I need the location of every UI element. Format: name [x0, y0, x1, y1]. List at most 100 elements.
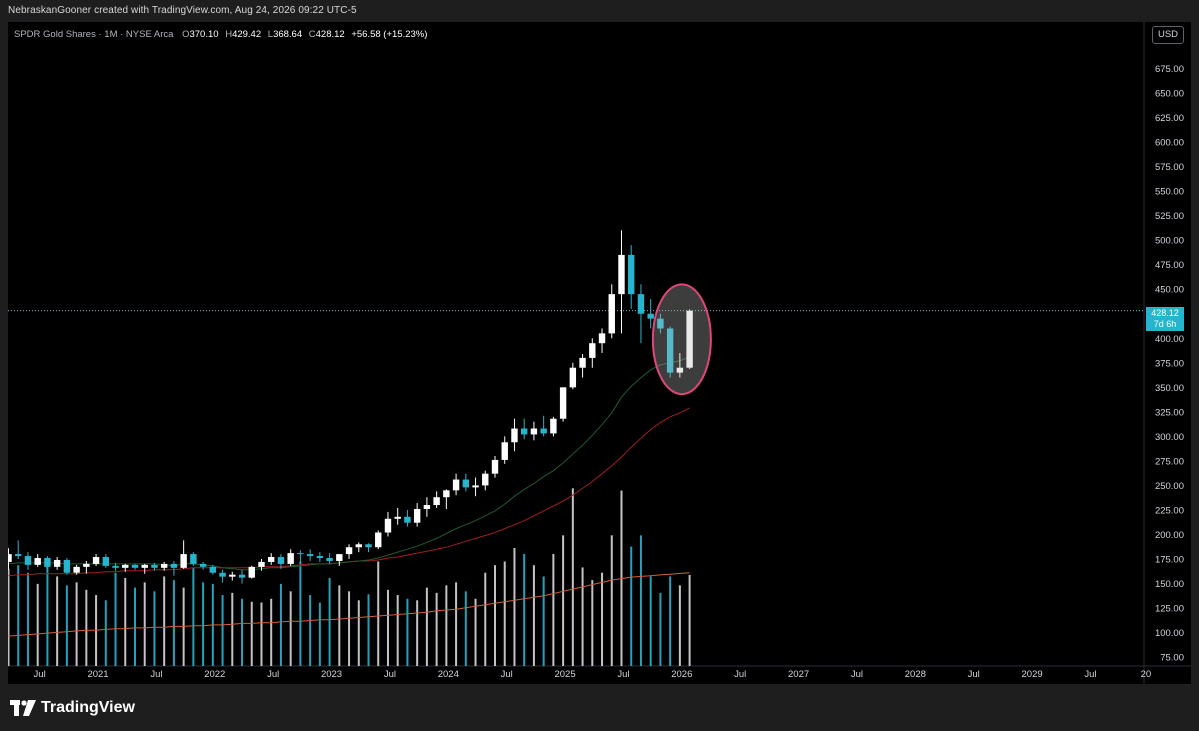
- y-tick-label: 375.00: [1155, 358, 1184, 369]
- volume-bar: [639, 535, 642, 666]
- brand-name: TradingView: [41, 699, 135, 716]
- y-tick-label: 275.00: [1155, 456, 1184, 467]
- candle-body: [550, 418, 557, 434]
- volume-bar: [377, 561, 380, 666]
- volume-bar: [250, 601, 253, 666]
- y-tick-label: 100.00: [1155, 628, 1184, 639]
- volume-bar: [153, 591, 156, 666]
- last-price-value: 428.12: [1151, 308, 1179, 318]
- change-value: +56.58 (+15.23%): [351, 29, 428, 40]
- x-tick-label: Jul: [384, 669, 396, 680]
- volume-bar: [36, 583, 39, 666]
- volume-bar: [396, 595, 399, 666]
- volume-bar: [289, 591, 292, 666]
- candle-body: [462, 479, 470, 488]
- y-tick-label: 200.00: [1155, 530, 1184, 541]
- volume-bar: [221, 595, 224, 666]
- volume-bar: [523, 554, 526, 666]
- chart-area[interactable]: 75.00 100.00 125.00 150.00 175.00 200.00 225.0…: [8, 22, 1191, 684]
- candle-body: [355, 544, 362, 548]
- candle-body: [306, 554, 314, 557]
- candle-body: [277, 557, 285, 564]
- volume-bar: [474, 598, 477, 666]
- candle-body: [170, 563, 178, 568]
- candle-body: [199, 563, 207, 567]
- volume-bar: [630, 546, 633, 666]
- y-tick-label: 625.00: [1155, 113, 1184, 124]
- candle-body: [608, 294, 615, 334]
- candle-body: [336, 554, 343, 561]
- candle-body: [384, 518, 392, 533]
- candle-body: [122, 564, 129, 568]
- tradingview-logo-icon: [10, 700, 36, 716]
- x-tick-label: 2027: [788, 669, 809, 680]
- volume-bar: [192, 567, 195, 666]
- y-tick-label: 450.00: [1155, 285, 1184, 296]
- highlight-ellipse: [651, 283, 712, 396]
- volume-bar: [299, 561, 302, 666]
- x-tick-label: 2023: [321, 669, 342, 680]
- x-tick-label: Jul: [734, 669, 746, 680]
- volume-bar: [464, 591, 467, 666]
- symbol-title[interactable]: SPDR Gold Shares · 1M · NYSE Arca: [14, 29, 174, 40]
- candle-body: [404, 516, 411, 523]
- volume-bar: [445, 585, 448, 666]
- volume-bar: [279, 583, 282, 666]
- volume-bar: [425, 587, 428, 666]
- candle-body: [676, 367, 684, 373]
- x-tick-label: Jul: [34, 669, 46, 680]
- candle-body: [628, 254, 635, 295]
- volume-bar: [552, 554, 555, 666]
- candle-body: [34, 558, 41, 565]
- footer-logo[interactable]: TradingView: [10, 699, 135, 717]
- candle-body: [482, 473, 489, 486]
- volume-bar: [231, 592, 234, 666]
- volume-bar: [114, 572, 117, 666]
- candle-body: [452, 479, 460, 491]
- volume-bar: [542, 576, 545, 666]
- candle-body: [618, 254, 625, 295]
- x-tick-label: 2024: [438, 669, 459, 680]
- candle-body: [579, 357, 586, 368]
- price-chart[interactable]: 75.00 100.00 125.00 150.00 175.00 200.00 225.0…: [8, 22, 1191, 684]
- volume-bar: [367, 594, 370, 666]
- candle-body: [598, 333, 606, 344]
- volume-bar: [46, 566, 49, 666]
- volume-bar: [435, 592, 438, 666]
- x-tick-label: Jul: [1084, 669, 1096, 680]
- volume-bar: [65, 585, 68, 666]
- high-value: 429.42: [232, 29, 262, 40]
- chart-caption: NebraskanGooner created with TradingView…: [8, 5, 357, 16]
- open-label: O: [182, 29, 190, 40]
- candle-body: [131, 564, 139, 568]
- currency-button[interactable]: USD: [1152, 26, 1184, 44]
- x-tick-label: 2022: [204, 669, 225, 680]
- candle-body: [268, 557, 275, 562]
- bar-countdown: 7d 6h: [1153, 319, 1177, 329]
- candle-body: [102, 557, 109, 566]
- x-tick-label: Jul: [851, 669, 863, 680]
- volume-bar: [309, 595, 312, 666]
- y-tick-label: 300.00: [1155, 432, 1184, 443]
- candle-body: [229, 574, 236, 577]
- low-value: 368.64: [273, 29, 303, 40]
- candle-body: [287, 553, 294, 564]
- ema-fast-line: [8, 356, 690, 571]
- candle-body: [209, 566, 217, 573]
- candle-body: [686, 310, 693, 368]
- volume-bar: [669, 576, 672, 666]
- candle-body: [238, 574, 246, 578]
- candle-body: [666, 328, 674, 373]
- volume-bar: [241, 598, 244, 666]
- volume-bar: [172, 580, 175, 666]
- y-tick-label: 75.00: [1160, 653, 1184, 664]
- volume-bar: [338, 585, 341, 666]
- candle-body: [83, 563, 90, 567]
- volume-bar: [318, 602, 321, 666]
- y-tick-label: 125.00: [1155, 604, 1184, 615]
- volume-bar: [571, 488, 574, 666]
- candle-body: [258, 561, 265, 567]
- candle-body: [160, 563, 168, 568]
- candle-body: [151, 564, 158, 568]
- candle-body: [63, 559, 71, 573]
